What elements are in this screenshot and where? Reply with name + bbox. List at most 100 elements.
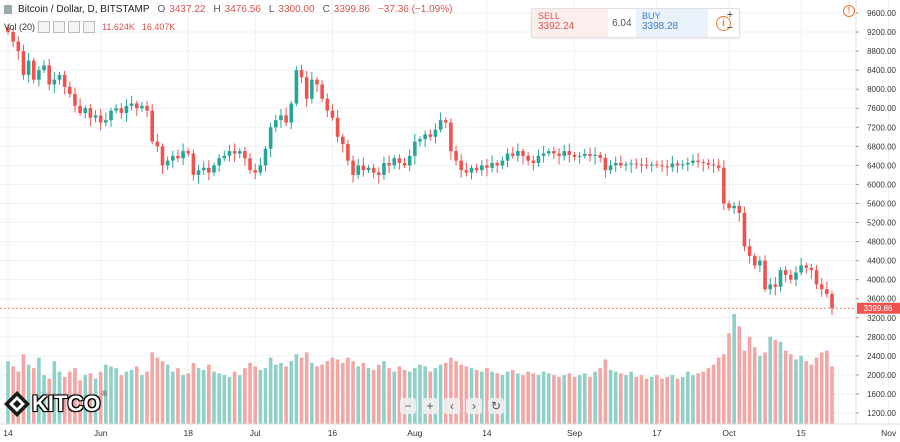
close-icon[interactable] [68,21,81,33]
volume-bar [356,366,361,424]
volume-bar [42,375,46,424]
candle-body [696,160,700,163]
symbol-title[interactable]: Bitcoin / Dollar, D, BITSTAMP [18,4,150,15]
candle-body [567,151,572,155]
candle-body [722,167,726,204]
time-axis[interactable]: 14Jun18Jul16Aug14Sep17Oct15Nov14Dec1 [3,428,900,438]
candle-body [459,160,464,171]
candle-body [742,213,747,247]
zoom-out-button[interactable]: − [400,398,416,414]
volume-bar [83,375,88,424]
volume-bar [227,376,232,424]
candle-body [346,143,350,161]
quantity-minus-button[interactable]: − [726,22,734,34]
volume-bar [479,371,484,424]
info-button[interactable]: i [708,9,739,37]
volume-bar [340,362,345,424]
candle-body [706,163,711,165]
volume-bars [6,314,834,424]
volume-bar [773,340,778,424]
volume-bar [78,380,82,424]
candle-body [335,117,340,137]
buy-button[interactable]: BUY 3398.28 [635,9,709,37]
volume-bar [814,357,819,424]
volume-bar [31,368,36,424]
candle-body [140,105,144,109]
kitco-logo-text: KITCO [32,391,101,416]
volume-bar [639,375,644,424]
change-value: −37.36 (−1.09%) [377,4,453,15]
candle-body [351,160,355,175]
candle-body [670,163,675,168]
volume-bar [438,364,443,424]
volume-bar [273,364,278,424]
candle-body [464,170,469,173]
settings-icon[interactable] [53,21,66,33]
volume-bar [660,378,664,424]
candle-body [134,103,139,109]
volume-bar [649,376,654,424]
candle-body [407,155,412,166]
volume-bar [160,361,165,424]
more-icon[interactable] [83,21,96,33]
candle-body [443,120,448,123]
candle-body [170,155,175,161]
price-tick-label: 5600.00 [867,199,896,208]
candle-body [516,151,520,156]
volume-bar [531,373,536,424]
volume-bar [809,364,814,424]
candle-body [160,146,165,166]
candle-body [93,115,98,118]
volume-bar [310,362,314,424]
price-tick-label: 2800.00 [867,333,896,342]
volume-bar [474,369,479,424]
volume-bar [701,371,706,424]
scroll-right-button[interactable]: › [466,398,482,414]
price-tick-label: 1200.00 [867,409,896,418]
volume-bar [376,364,381,424]
scroll-left-button[interactable]: ‹ [444,398,460,414]
volume-bar [588,376,592,424]
eye-icon[interactable] [38,21,51,33]
time-tick-label: Nov [881,428,897,438]
volume-bar [526,371,530,424]
price-tick-label: 4000.00 [867,276,896,285]
volume-bar [268,357,273,424]
price-axis[interactable]: 9600.00 9200.00 8800.00 8400.00 8000.00 7600.… [856,9,897,418]
candle-body [423,134,427,140]
sell-price: 3392.24 [538,21,575,32]
volume-bar [67,371,72,424]
quantity-plus-button[interactable]: + [726,9,734,21]
candle-body [701,162,706,164]
candle-body [366,167,371,171]
alert-icon[interactable]: ! [843,5,855,17]
candle-body [31,60,36,80]
candle-body [119,108,124,113]
volume-bar [485,368,489,424]
candle-body [155,141,160,147]
volume-bar [248,362,252,424]
volume-bar [830,366,834,424]
candle-body [819,284,824,290]
candle-body [104,120,108,123]
price-tick-label: 6800.00 [867,142,896,151]
zoom-in-button[interactable]: + [422,398,438,414]
candle-body [73,93,77,106]
price-tick-label: 3200.00 [867,314,896,323]
candle-body [356,165,361,175]
volume-bar [469,368,474,424]
sell-button[interactable]: SELL 3392.24 [532,9,608,37]
candle-body [289,103,294,123]
candle-body [804,265,809,268]
price-tick-label: 7600.00 [867,104,896,113]
volume-indicator-label[interactable]: Vol (20) [4,22,36,32]
volume-bar [181,375,185,424]
price-tick-label: 1600.00 [867,390,896,399]
collapse-icon[interactable] [4,5,12,14]
volume-bar [603,359,608,424]
volume-bar [186,373,191,424]
candle-body [201,167,206,171]
volume-bar [552,375,556,424]
reset-icon[interactable]: ↻ [488,398,504,414]
